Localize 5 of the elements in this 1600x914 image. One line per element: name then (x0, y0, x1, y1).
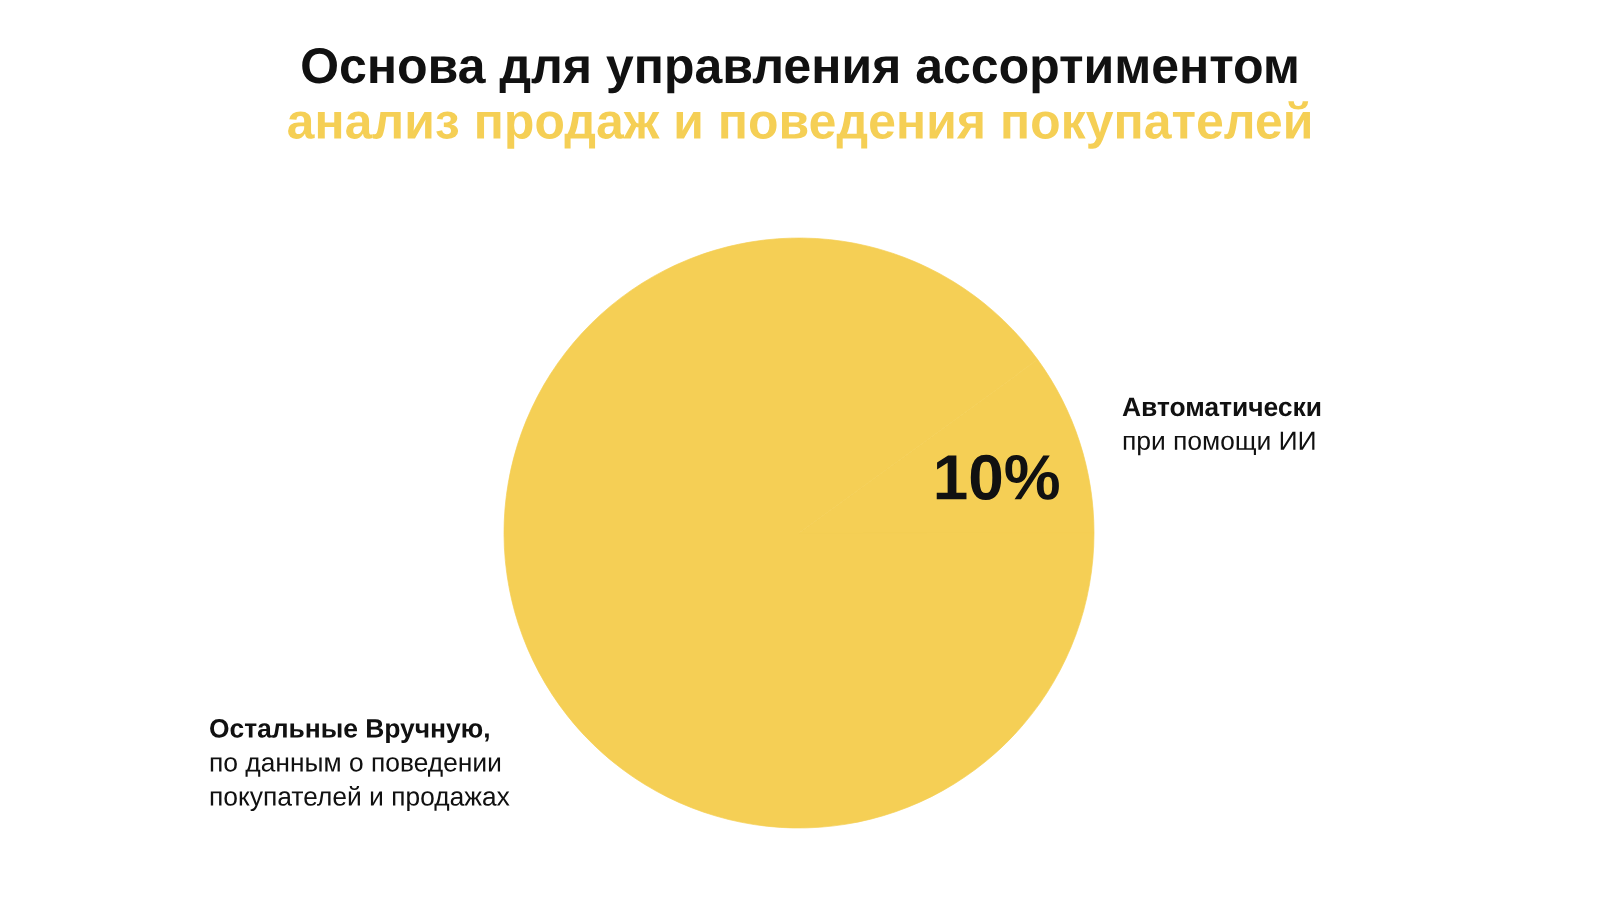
chart-title: Основа для управления ассортиментом (302, 48, 1297, 94)
slice-label: Остальные Вручную, по данным о поведении покупателей и продажах (210, 719, 510, 812)
chart-subtitle: анализ продаж и поведения покупателей (288, 101, 1310, 149)
slice-label: Автоматически при помощи ИИ (1122, 397, 1321, 456)
data-label: 10% (936, 454, 1059, 500)
